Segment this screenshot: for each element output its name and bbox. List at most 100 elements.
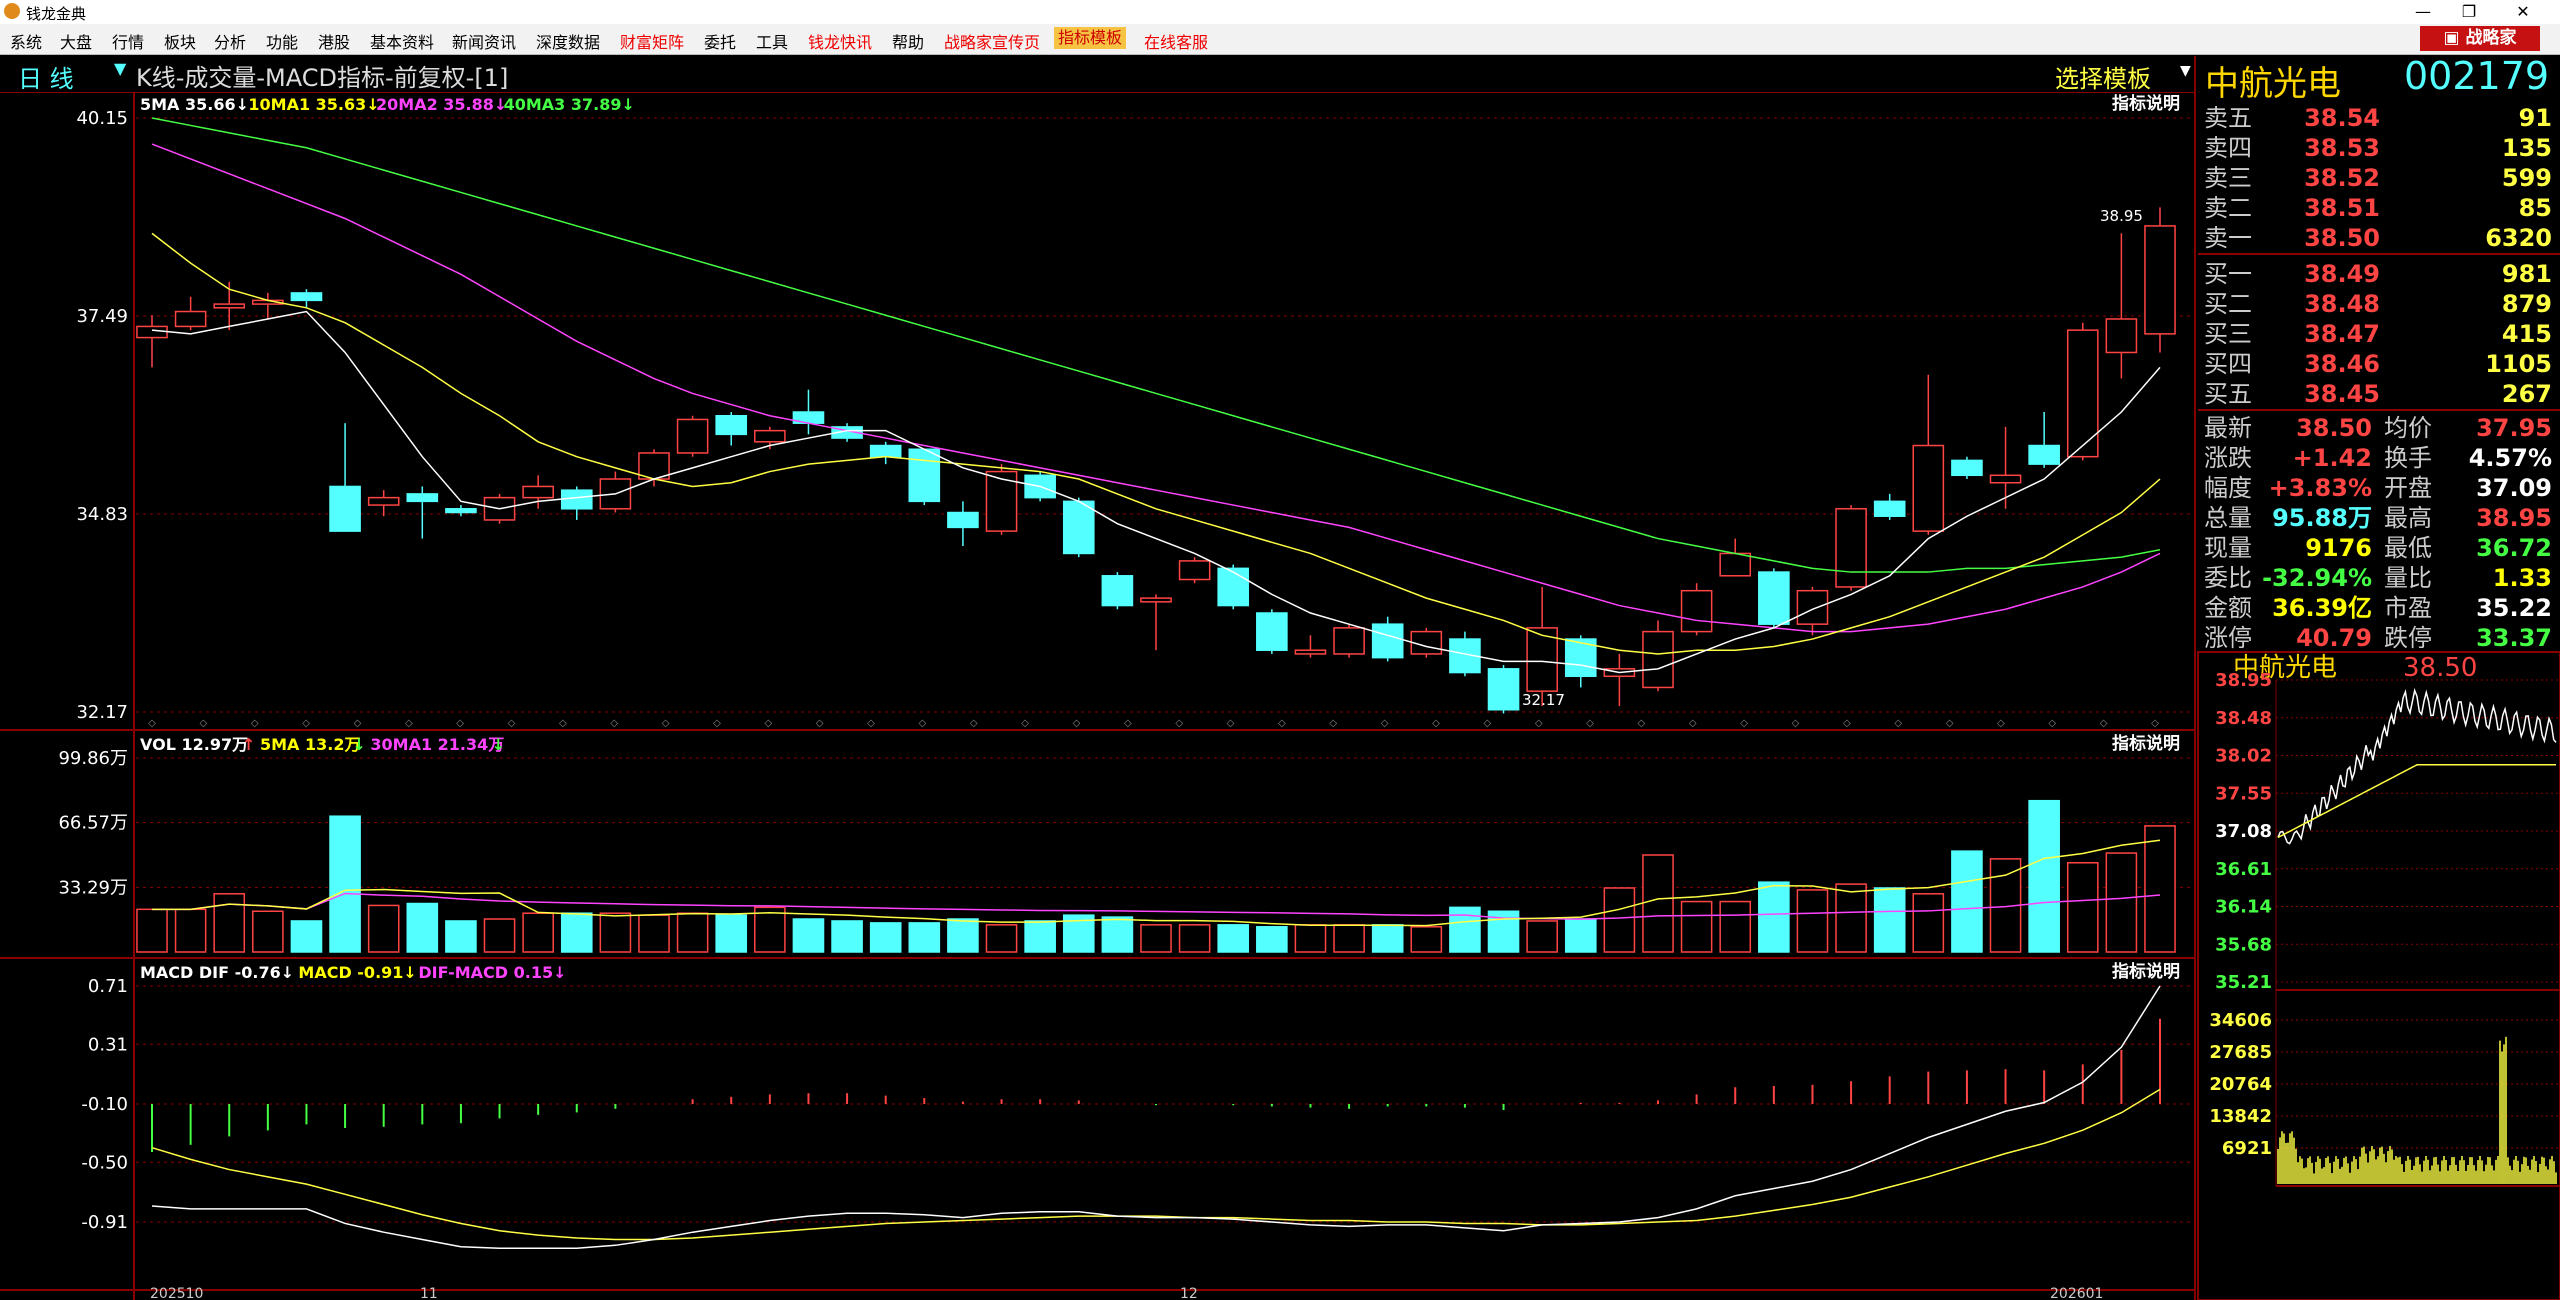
x-tick-marker: ◇ — [713, 718, 721, 729]
x-tick-marker: ◇ — [508, 718, 516, 729]
menu-quotes[interactable]: 行情 — [112, 33, 145, 52]
ma5-line — [151, 310, 2161, 674]
volume-bar — [174, 908, 207, 953]
x-tick-marker: ◇ — [354, 718, 362, 729]
stat-value: 95.88万 — [2272, 504, 2372, 532]
menu-system[interactable]: 系统 — [10, 33, 43, 52]
kline-indicator-desc[interactable]: 指标说明 — [2112, 93, 2180, 114]
candle-body — [638, 452, 670, 480]
menu-help[interactable]: 帮助 — [892, 33, 925, 52]
ma-legend-item: 40MA3 37.89↓ — [504, 95, 635, 114]
select-template-button[interactable]: 选择模板 — [2055, 65, 2151, 93]
stat-label: 最低 — [2384, 534, 2432, 562]
candle-body — [599, 478, 632, 510]
menu-online-service[interactable]: 在线客服 — [1144, 33, 1209, 52]
x-tick-marker: ◇ — [456, 718, 464, 729]
strategist-icon: ▣ — [2443, 28, 2466, 48]
period-dropdown-icon[interactable]: ▼ — [114, 59, 127, 78]
volume-bar — [985, 924, 1018, 953]
menu-indicator-template[interactable]: 指标模板 — [1054, 27, 1127, 49]
candlestick-series — [136, 207, 2176, 714]
vol-legend-item: VOL 12.97万 — [140, 735, 248, 754]
restore-button[interactable]: ❐ — [2461, 2, 2477, 21]
stat-label: 跌停 — [2384, 624, 2432, 652]
minimize-button[interactable]: — — [2415, 2, 2431, 21]
buy-volume: 1105 — [2485, 350, 2552, 378]
menu-market[interactable]: 大盘 — [60, 33, 93, 52]
candle-body — [1758, 571, 1790, 625]
window-title: 钱龙金典 — [26, 5, 87, 23]
x-tick-marker: ◇ — [200, 718, 208, 729]
x-tick-marker: ◇ — [1329, 718, 1337, 729]
volume-bar — [1796, 889, 1829, 953]
candle-body — [1912, 444, 1945, 532]
stat-label: 委比 — [2204, 564, 2252, 592]
x-tick-marker: ◇ — [1689, 718, 1697, 729]
macd-legend-item: MACD -0.91↓ — [298, 963, 416, 982]
stat-value: 33.37 — [2476, 624, 2552, 652]
vol-legend-arrow: ↑ — [242, 735, 255, 754]
x-tick-marker: ◇ — [1278, 718, 1286, 729]
menu-news[interactable]: 新闻资讯 — [452, 33, 517, 52]
sell-level-label: 卖三 — [2204, 164, 2252, 192]
ma40-line — [151, 117, 2161, 573]
candle-body — [1256, 612, 1288, 651]
sell-volume: 85 — [2519, 194, 2552, 222]
strategist-button[interactable]: ▣ 战略家 — [2420, 26, 2540, 51]
macd-legend: MACD DIF -0.76↓ MACD -0.91↓ DIF-MACD 0.15↓ — [140, 963, 566, 982]
vol-y-axis: 99.86万 66.57万 33.29万 — [58, 748, 2193, 898]
menu-strategist-promo[interactable]: 战略家宣传页 — [944, 33, 1041, 52]
menu-wealth-matrix[interactable]: 财富矩阵 — [620, 33, 685, 52]
candle-body — [754, 429, 786, 443]
ma-legend-item: 10MA1 35.63↓ — [248, 95, 379, 114]
template-dropdown-icon[interactable]: ▼ — [2180, 63, 2191, 79]
menu-tools[interactable]: 工具 — [756, 33, 789, 52]
menu-analysis[interactable]: 分析 — [214, 33, 247, 52]
candle-body — [213, 303, 246, 309]
candle-body — [676, 418, 709, 454]
macd-dif-line — [151, 985, 2161, 1249]
volume-bar — [1217, 924, 1250, 953]
stat-value: 35.22 — [2476, 594, 2552, 622]
volume-bar — [1371, 924, 1404, 953]
menu-deep-data[interactable]: 深度数据 — [536, 33, 601, 52]
volume-bar — [1835, 883, 1867, 953]
ma20-line — [151, 143, 2161, 633]
x-tick-marker: ◇ — [610, 718, 618, 729]
stat-label: 最新 — [2204, 414, 2252, 442]
buy-price: 38.49 — [2304, 260, 2380, 288]
app-logo-icon — [4, 3, 20, 19]
menu-basic-data[interactable]: 基本资料 — [370, 33, 435, 52]
vol-legend: VOL 12.97万↑ 5MA 13.2万↓ 30MA1 21.34万↓ — [140, 735, 505, 754]
x-tick-marker: ◇ — [816, 718, 824, 729]
stat-label: 幅度 — [2204, 474, 2252, 502]
x-tick-marker: ◇ — [2048, 718, 2056, 729]
macd-legend-item: MACD DIF -0.76↓ — [140, 963, 294, 982]
menu-qianlong-news[interactable]: 钱龙快讯 — [808, 33, 873, 52]
close-button[interactable]: ✕ — [2516, 2, 2530, 21]
vol-legend-arrow: ↓ — [492, 735, 505, 754]
menu-sector[interactable]: 板块 — [164, 33, 197, 52]
period-selector[interactable]: 日 线 — [18, 65, 74, 93]
candle-body — [985, 470, 1018, 532]
x-tick-marker: ◇ — [405, 718, 413, 729]
candle-body — [1835, 508, 1867, 588]
volume-bar — [947, 918, 979, 953]
intraday-vol-tick: 13842 — [2209, 1106, 2272, 1127]
vol-indicator-desc[interactable]: 指标说明 — [2112, 733, 2180, 754]
volume-bar — [1951, 850, 1983, 953]
ma-legend-item: 20MA2 35.88↓ — [376, 95, 507, 114]
x-tick-marker: ◇ — [1227, 718, 1235, 729]
volume-bar — [1526, 920, 1558, 953]
candle-body — [1642, 630, 1674, 689]
x-tick-marker: ◇ — [1483, 718, 1491, 729]
menu-entrust[interactable]: 委托 — [704, 33, 737, 52]
macd-indicator-desc[interactable]: 指标说明 — [2112, 961, 2180, 982]
menu-hk[interactable]: 港股 — [318, 33, 351, 52]
sell-volume: 91 — [2519, 104, 2552, 132]
x-tick-marker: ◇ — [1021, 718, 1029, 729]
menu-function[interactable]: 功能 — [266, 33, 299, 52]
stock-code: 002179 — [2404, 54, 2550, 98]
x-tick-marker: ◇ — [1073, 718, 1081, 729]
volume-bar — [329, 815, 361, 953]
